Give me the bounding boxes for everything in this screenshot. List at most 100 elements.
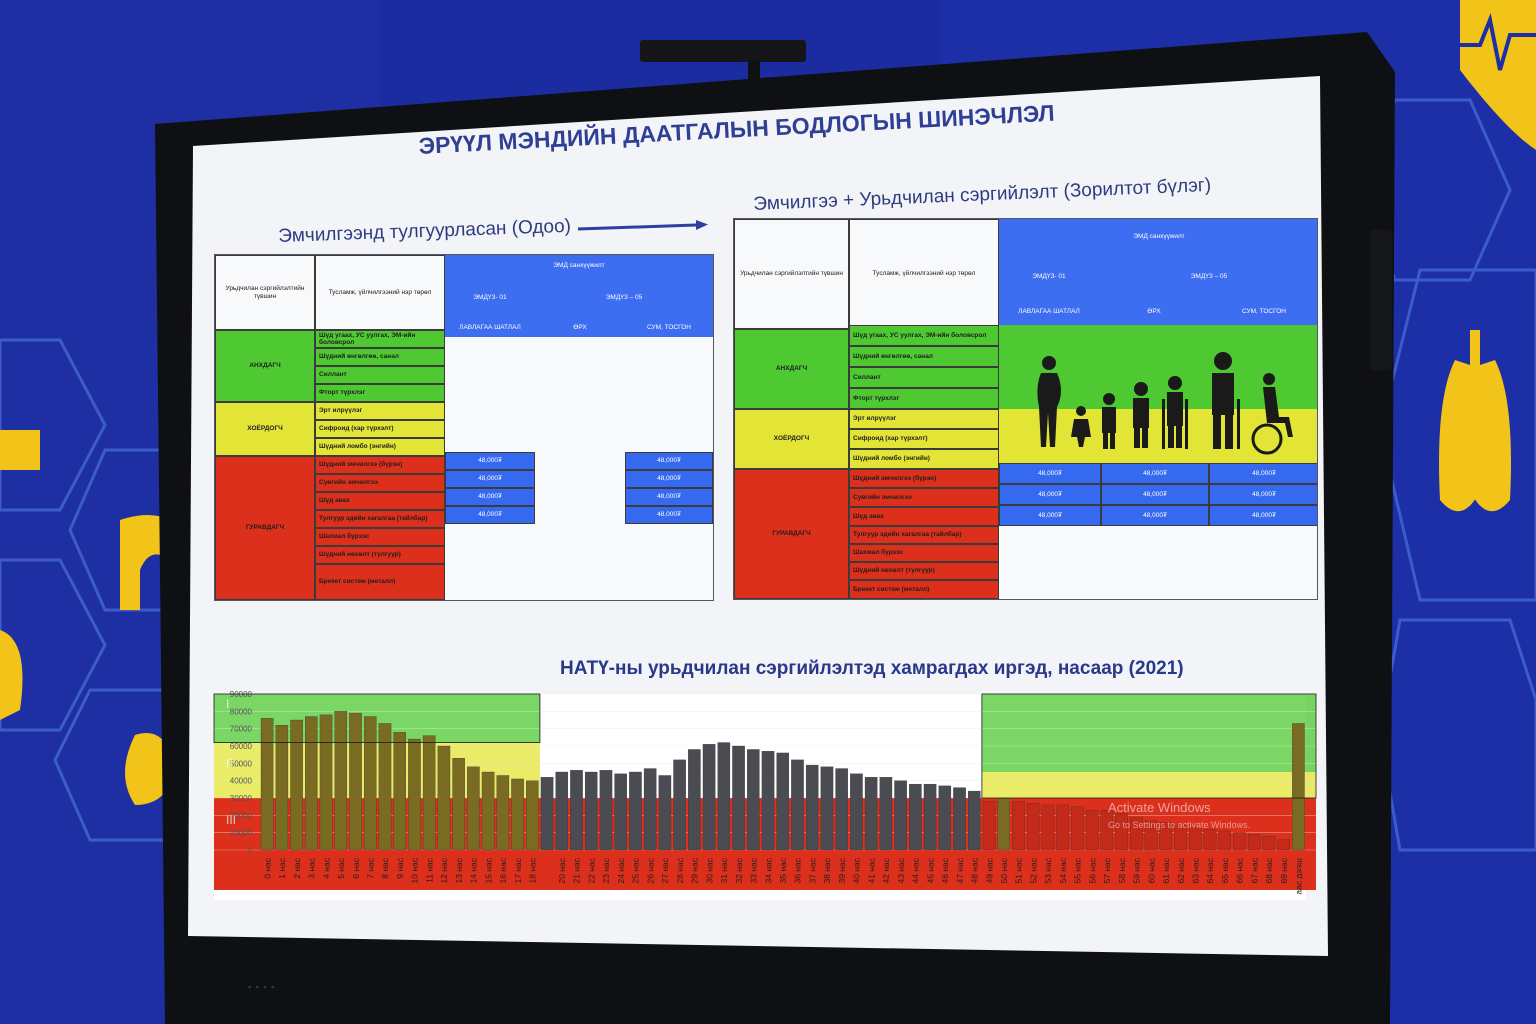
x-tick-label: 14 нас — [469, 857, 479, 883]
bar — [452, 757, 465, 851]
sub-lavlagaa: ЛАВЛАГАА ШАТЛАЛ — [999, 299, 1099, 325]
x-tick-label: 51 нас — [1014, 857, 1024, 883]
service-row: Шүд авах — [849, 507, 999, 526]
y-tick-label: 50000 — [230, 759, 253, 768]
col-service-header: Тусламж, үйлчилгээний нэр төрөл — [315, 255, 445, 330]
target-group-people-icon — [1037, 352, 1293, 455]
col-level-header: Урьдчилан сэргийлэлтийн түвшин — [734, 219, 849, 329]
x-tick-label: аас дээш — [1294, 858, 1304, 895]
service-row: Сифроид (хар түрхэлт) — [849, 429, 999, 449]
price-cell: 48,000₮ — [625, 452, 713, 470]
service-row: Шүд авах — [315, 492, 445, 510]
screen: ЭРҮҮЛ МЭНДИЙН ДААТГАЛЫН БОДЛОГЫН ШИНЭЧЛЭ… — [188, 76, 1328, 956]
x-tick-label: 55 нас — [1073, 857, 1083, 883]
level-secondary: ХОЁРДОГЧ — [215, 402, 315, 456]
bar — [1085, 809, 1099, 851]
bar — [747, 749, 760, 851]
bar — [1056, 804, 1069, 851]
sub-orh: ӨРХ — [1099, 299, 1209, 325]
x-tick-label: 18 нас — [528, 857, 538, 883]
x-tick-label: 62 нас — [1176, 857, 1186, 883]
service-row: Шүдний өнгөлгөө, санал — [315, 348, 445, 366]
bar — [968, 790, 981, 851]
band-green-right — [981, 694, 1316, 772]
sub-sum: СУМ, ТОСГОН — [1209, 299, 1317, 325]
bar — [923, 783, 937, 851]
bar — [673, 759, 686, 851]
x-tick-label: 1 нас — [277, 857, 287, 879]
x-tick-label: 3 нас — [307, 857, 317, 879]
service-row: Шүдний өнгөлгөө, санал — [849, 346, 999, 367]
bar — [319, 714, 333, 851]
x-tick-label: 38 нас — [822, 857, 832, 883]
bar — [835, 768, 848, 851]
bar — [864, 777, 878, 851]
service-row: Шүд угаах, УС уулгах, ЭМ-ийн боловсрол — [849, 325, 999, 346]
x-tick-label: 24 нас — [616, 857, 626, 883]
x-tick-label: 47 нас — [955, 857, 965, 883]
y-tick-label: 20000 — [230, 811, 253, 820]
y-tick-label: 30000 — [230, 794, 253, 803]
x-tick-label: 33 нас — [749, 857, 759, 883]
sub-lavlagaa: ЛАВЛАГАА ШАТЛАЛ — [445, 319, 535, 337]
x-tick-label: 13 нас — [454, 857, 464, 883]
price-cell: 48,000₮ — [625, 506, 713, 524]
left-heading: Эмчилгээнд тулгуурласан (Одоо) — [278, 215, 572, 247]
x-tick-label: 26 нас — [645, 857, 655, 883]
col-service-header: Тусламж, үйлчилгээний нэр төрөл — [849, 219, 999, 329]
service-row: Шахмал бүрээс — [849, 544, 999, 562]
x-tick-label: 32 нас — [734, 857, 744, 883]
price-cell: 48,000₮ — [625, 470, 713, 488]
service-row: Эрт илрүүлэг — [849, 409, 999, 429]
emduz01-header: ЭМДҮЗ- 01 — [999, 255, 1099, 299]
bar — [363, 716, 377, 851]
service-row: Шүдний ломбо (энгийн) — [315, 438, 445, 456]
bar — [614, 773, 627, 851]
bar — [1233, 832, 1246, 851]
emduz05-header: ЭМДҮЗ – 05 — [1099, 255, 1317, 299]
price-cell: 48,000₮ — [445, 506, 535, 524]
x-tick-label: 42 нас — [881, 857, 891, 883]
bar — [511, 778, 524, 851]
y-tick-label: 70000 — [230, 725, 253, 734]
monitor-handle — [1370, 230, 1392, 370]
watermark-text: Activate Windows — [1108, 800, 1211, 815]
x-tick-label: 27 нас — [660, 857, 670, 883]
x-tick-label: 4 нас — [321, 857, 331, 879]
x-tick-label: 34 нас — [763, 857, 773, 883]
price-cell: 48,000₮ — [625, 488, 713, 506]
x-tick-label: 63 нас — [1191, 857, 1201, 883]
service-row: Фторт түрхлэг — [849, 388, 999, 409]
band-outline — [213, 693, 541, 743]
x-tick-label: 31 нас — [719, 857, 729, 883]
current-table: Урьдчилан сэргийлэлтийн түвшин Тусламж, … — [214, 254, 714, 601]
x-tick-label: 23 нас — [601, 857, 611, 883]
bar — [982, 801, 996, 851]
y-tick-label: 60000 — [230, 742, 253, 751]
x-tick-label: 40 нас — [852, 857, 862, 883]
x-tick-label: 8 нас — [380, 857, 390, 879]
price-cell: 48,000₮ — [445, 488, 535, 506]
right-heading: Эмчилгээ + Урьдчилан сэргийлэлт (Зорилто… — [753, 174, 1212, 215]
service-row: Фторт түрхлэг — [315, 384, 445, 402]
bar — [1012, 801, 1025, 851]
y-tick-label: 80000 — [230, 707, 253, 716]
x-tick-label: 20 нас — [557, 857, 567, 883]
level-tertiary: ГУРАВДАГЧ — [215, 456, 315, 600]
service-row: Брекет систем (металл) — [315, 564, 445, 600]
bar — [526, 780, 539, 851]
service-row: Сифроид (хар түрхэлт) — [315, 420, 445, 438]
bar — [1292, 723, 1305, 851]
bar — [1144, 820, 1158, 851]
price-cell: 48,000₮ — [999, 463, 1101, 484]
x-tick-label: 7 нас — [365, 857, 375, 879]
emduz05-header: ЭМДҮЗ – 05 — [535, 277, 713, 319]
x-tick-label: 46 нас — [940, 857, 950, 883]
chart-svg: 90000 80000 70000 60000 50000 40000 30000 20000… — [213, 690, 1317, 900]
x-tick-label: 57 нас — [1102, 857, 1112, 883]
service-row: Эрт илрүүлэг — [315, 402, 445, 420]
bar — [408, 738, 421, 851]
bar — [1218, 830, 1231, 851]
service-row: Шүдний ломбо (энгийн) — [849, 449, 999, 469]
bar — [334, 711, 348, 851]
